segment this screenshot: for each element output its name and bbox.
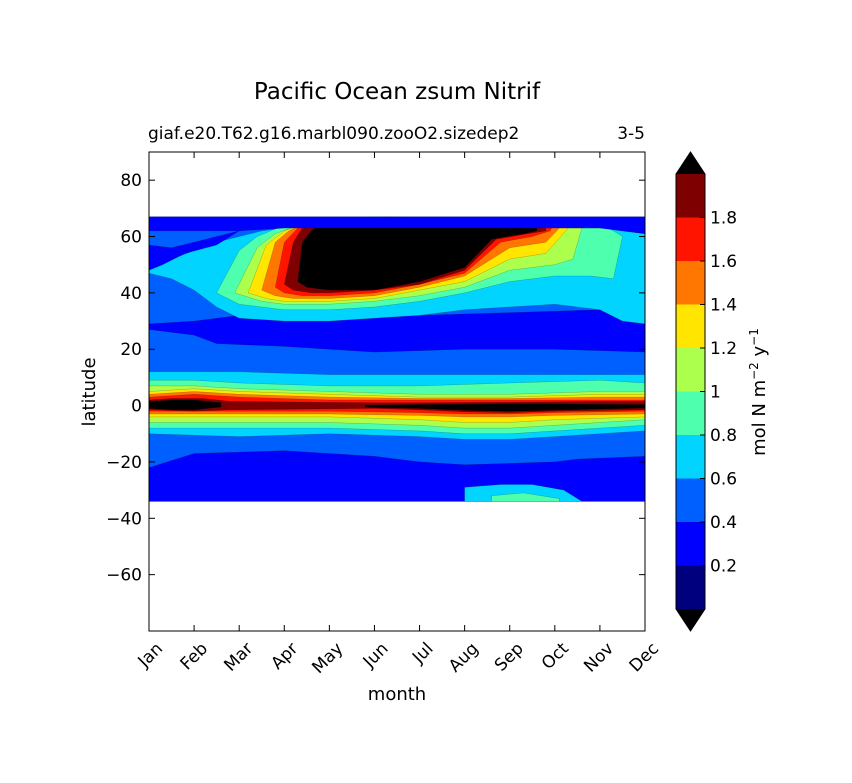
x-tick-label: Feb [177,639,212,674]
contour-region-14 [149,216,645,234]
chart-subtitle-right: 3-5 [617,124,645,144]
colorbar-segment [676,391,705,435]
x-tick-label: Mar [220,639,257,676]
x-axis-label: month [368,684,426,705]
y-tick-label: −40 [106,509,142,529]
colorbar-tick-label: 0.4 [710,513,737,533]
x-tick-label: Jun [359,639,393,673]
colorbar-segment [676,435,705,479]
colorbar-label-sup2: −1 [747,328,761,346]
y-axis: 80 60 40 20 0 −20 −40 −60 [106,171,645,586]
colorbar-tick-label: 1.6 [710,252,737,272]
colorbar-tick-label: 0.2 [710,557,737,577]
x-tick-label: Oct [538,639,573,674]
colorbar-outline [675,151,706,632]
colorbar-extend-bottom [676,609,705,631]
x-tick-label: Jul [408,639,437,668]
colorbar-segment [676,478,705,522]
colorbar-segment [676,174,705,218]
colorbar-label-mid: y [749,345,770,362]
plot-frame [148,151,646,632]
contour-fills [149,216,645,502]
chart-title: Pacific Ocean zsum Nitrif [254,79,541,105]
colorbar-tick-label: 1 [710,383,721,403]
contour-region-13 [149,230,240,271]
y-tick-label: 0 [131,397,142,417]
colorbar-label: mol N m−2 y−1 [747,328,770,456]
colorbar: 0.2 0.4 0.6 0.8 1 1.2 1.4 1.6 1.8 [675,151,737,632]
colorbar-tick-label: 1.2 [710,339,737,359]
x-tick-label: Nov [580,639,618,677]
colorbar-extend-top [676,152,705,174]
y-tick-label: 20 [120,340,142,360]
chart-subtitle-left: giaf.e20.T62.g16.marbl090.zooO2.sizedep2 [148,124,519,144]
contour-region-12 [297,222,537,291]
colorbar-tick-label: 0.6 [710,470,737,490]
colorbar-segment [676,348,705,392]
y-tick-label: −20 [106,453,142,473]
x-tick-label: Apr [267,639,302,674]
x-tick-label: Dec [626,639,663,676]
contour-region-23 [365,403,645,412]
colorbar-label-main: mol N m [749,380,770,456]
colorbar-tick-label: 0.8 [710,426,737,446]
colorbar-segment [676,522,705,566]
y-tick-label: 40 [120,284,142,304]
colorbar-tick-label: 1.8 [710,209,737,229]
x-tick-label: Jan [134,639,167,672]
y-axis-label: latitude [79,357,100,426]
colorbar-segment [676,304,705,348]
x-tick-label: Sep [491,639,528,676]
y-tick-label: 80 [120,171,142,191]
colorbar-segment [676,261,705,305]
contour-region-22 [149,399,222,410]
y-tick-label: −60 [106,566,142,586]
colorbar-label-sup1: −2 [747,362,761,380]
colorbar-segment [676,217,705,261]
x-tick-label: May [308,639,347,678]
y-tick-label: 60 [120,228,142,248]
colorbar-segment [676,565,705,609]
x-tick-label: Aug [445,639,483,677]
contour-region-3 [491,492,560,502]
colorbar-tick-label: 1.4 [710,296,737,316]
